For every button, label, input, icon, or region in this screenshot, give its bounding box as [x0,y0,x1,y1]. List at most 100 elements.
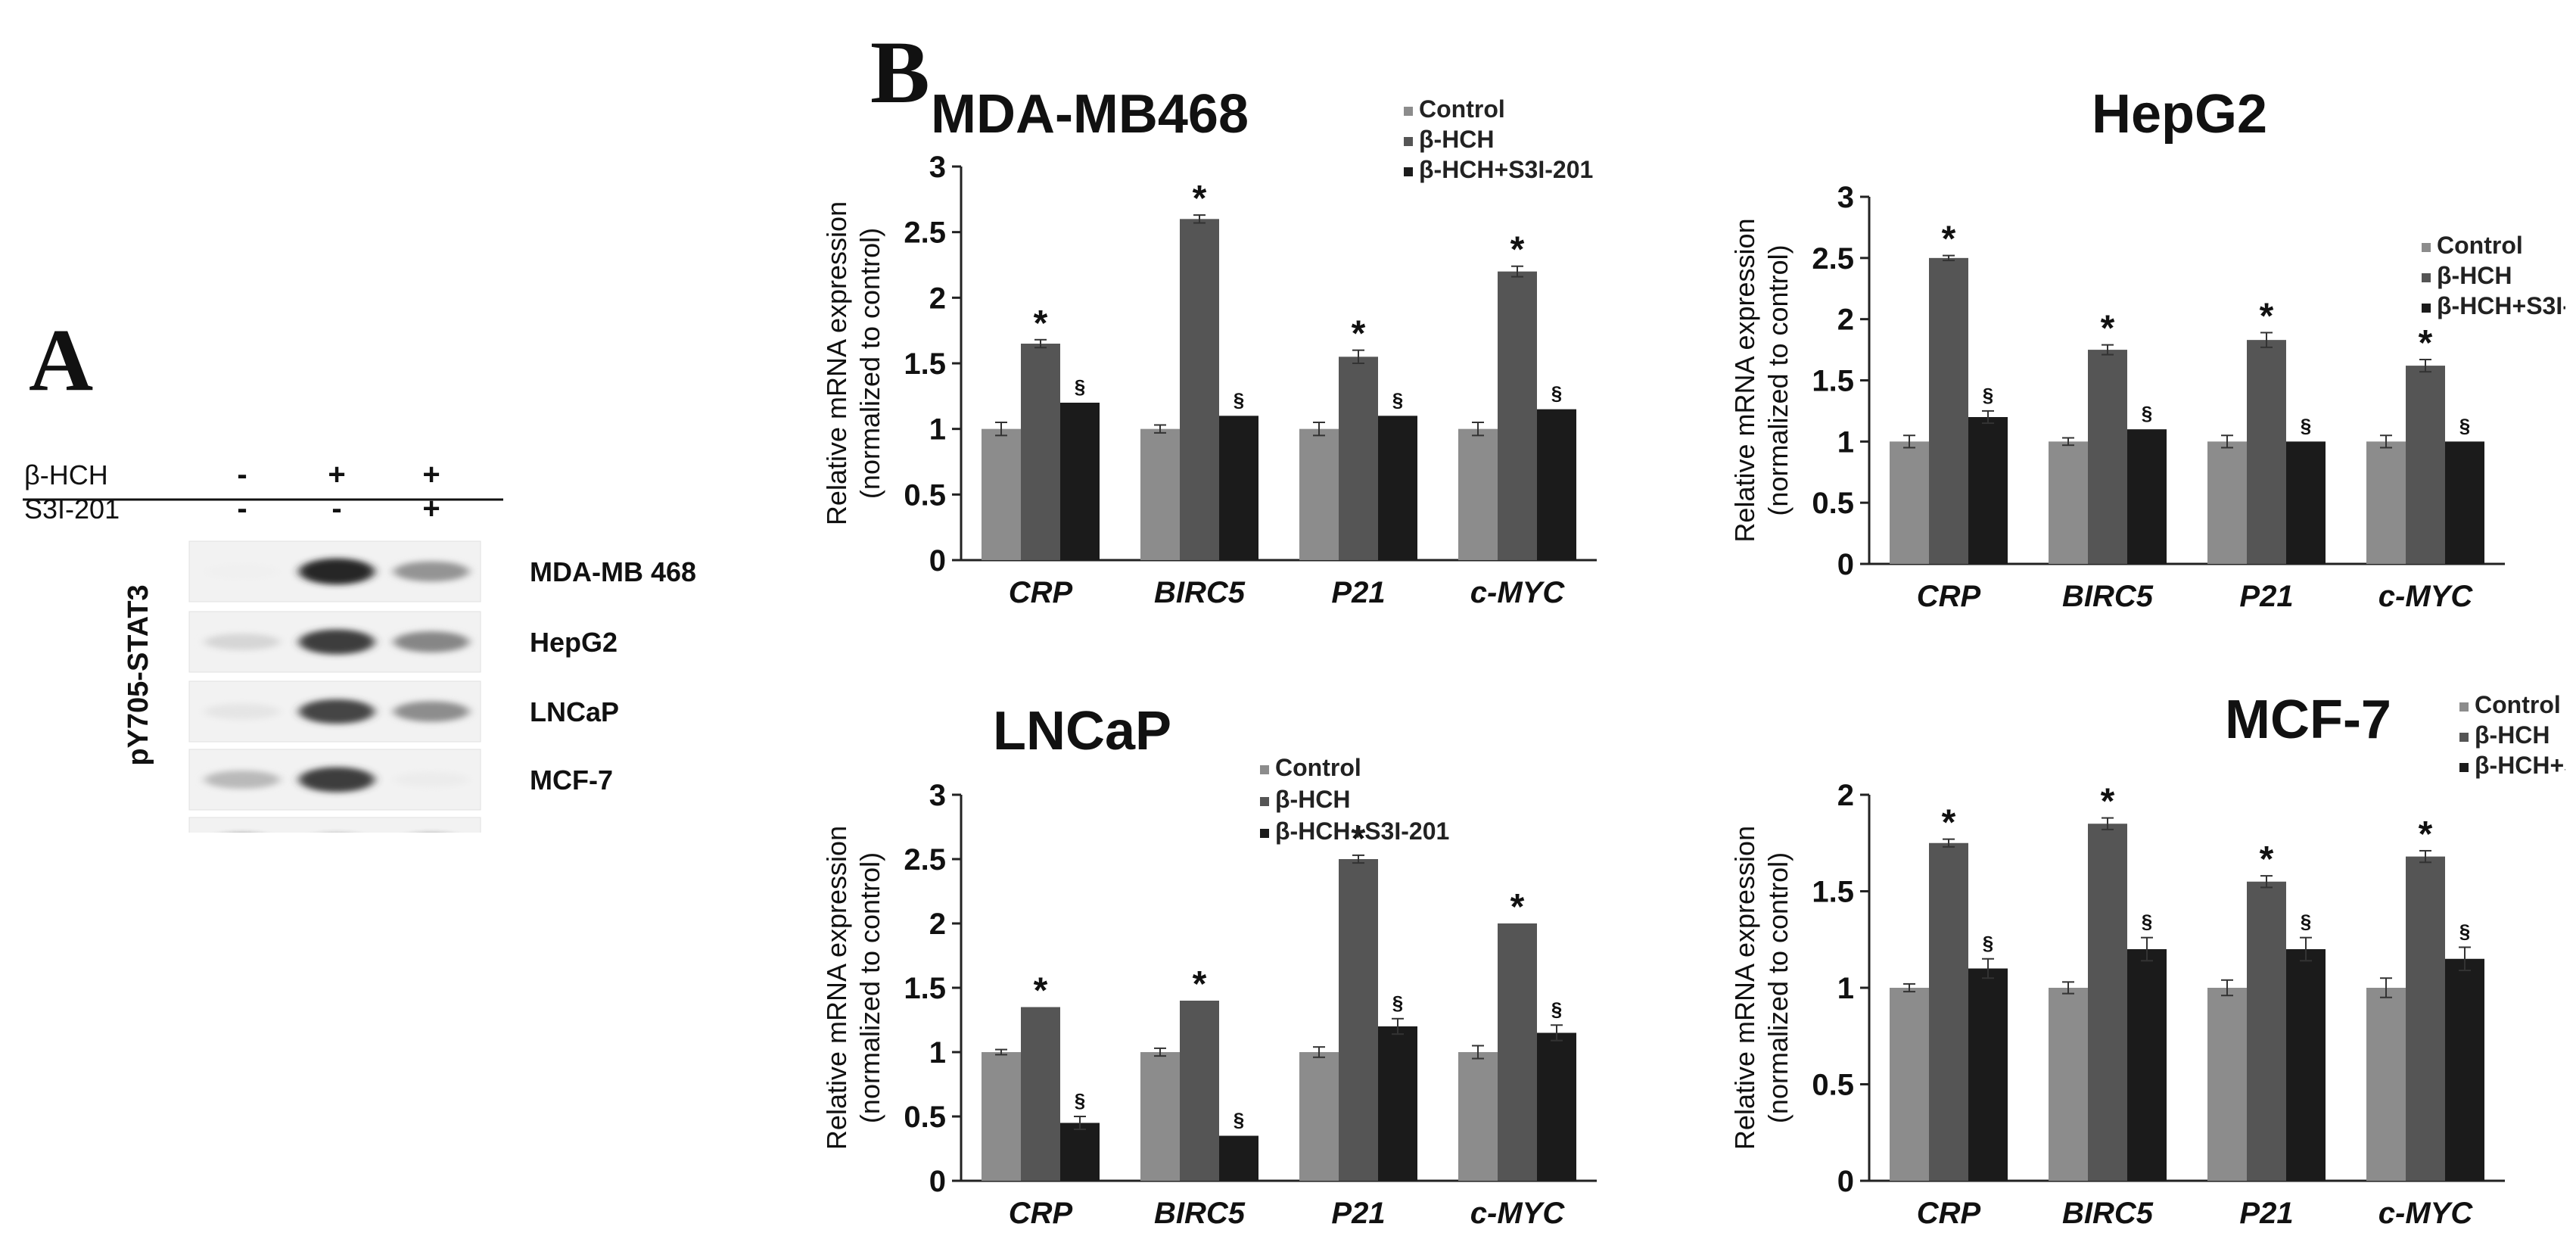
y-tick-label: 1 [929,1036,946,1070]
blot-band [204,703,280,720]
panel-b-label: B [870,23,930,122]
significance-star: * [1510,887,1525,927]
blot-group-label: pY705-STAT3 [123,584,154,765]
bar [1890,441,1929,564]
blot-row-label: MCF-7 [530,764,613,796]
x-category-label: P21 [2239,580,2293,613]
significance-star: * [1352,314,1366,354]
legend-label: β-HCH [2437,262,2512,289]
y-tick-label: 2.5 [1812,242,1854,276]
bar [982,428,1021,560]
blot-row-label: MDA-MB 468 [530,556,696,587]
treatment-mark: + [422,458,440,491]
y-tick-label: 0.5 [904,1101,946,1134]
y-tick-label: 1 [929,413,946,447]
x-category-label: c-MYC [2378,1197,2474,1230]
bar [2247,881,2286,1181]
legend-swatch [2459,763,2469,772]
legend-swatch [1260,829,1269,838]
significance-star: * [1942,803,1956,843]
significance-star: * [2260,839,2274,880]
significance-section-mark: § [1392,992,1403,1014]
chart-mcf-7: MCF-7 Relative mRNA expression (normalized… [1729,690,2565,1230]
legend-label: β-HCH+S3I-201 [2437,292,2565,319]
bar [1537,409,1576,560]
significance-star: * [1352,819,1366,859]
x-category-label: CRP [1009,1197,1073,1230]
significance-section-mark: § [1075,1089,1085,1112]
y-tick-label: 0 [1837,548,1854,581]
y-tick-label: 1 [1837,972,1854,1005]
chart-mda-mb468: MDA-MB468 Relative mRNA expression (normal… [821,84,1597,609]
x-category-label: CRP [1917,580,1981,613]
x-category-label: BIRC5 [1154,1197,1246,1230]
significance-star: * [1193,179,1207,219]
y-axis-label-secondary: (normalized to control) [854,228,885,499]
y-axis-label-secondary: (normalized to control) [854,852,885,1123]
significance-section-mark: § [2142,911,2152,933]
bar [1929,842,1968,1181]
bar [2286,949,2326,1181]
x-category-label: BIRC5 [2062,1197,2154,1230]
significance-star: * [1034,971,1048,1011]
blot-band [394,701,469,722]
bar [1180,219,1219,560]
treatment-mark: - [237,458,247,491]
bar [1458,428,1498,560]
bar [1498,271,1537,560]
bar [1060,1123,1100,1181]
bar [2406,856,2445,1181]
significance-section-mark: § [1075,375,1085,398]
treatment-mark: - [331,492,341,525]
bar [1021,1007,1060,1181]
significance-star: * [2101,309,2115,349]
significance-section-mark: § [2459,414,2470,437]
bar [1929,257,1968,564]
x-category-label: P21 [2239,1197,2293,1230]
bar [2247,340,2286,564]
panel-a-label: A [29,310,94,409]
blot-band [394,631,469,652]
significance-section-mark: § [1234,388,1244,411]
treatment-label: β-HCH [24,459,108,490]
chart-title: HepG2 [2092,84,2267,145]
bar [1458,1052,1498,1181]
y-tick-label: 2 [929,282,946,315]
bar [1339,357,1378,560]
bar [1537,1032,1576,1181]
western-blot-panel: β-HCH - + +S3I-201- - +MDA-MB 468HepG2LNCaPMC… [23,458,696,833]
bar [2406,366,2445,564]
significance-section-mark: § [2301,414,2311,437]
blot-band [299,629,375,655]
y-tick-label: 0 [929,1165,946,1198]
y-axis-label: Relative mRNA expression [821,201,852,525]
x-category-label: c-MYC [1470,576,1566,609]
x-category-label: P21 [1331,1197,1385,1230]
y-axis-label: Relative mRNA expression [821,826,852,1150]
chart-lncap: LNCaP Relative mRNA expression (normalized… [821,701,1597,1230]
bar [1140,1052,1180,1181]
significance-section-mark: § [1392,388,1403,411]
legend-swatch [2422,304,2431,313]
bar [1021,344,1060,560]
blot-band [204,634,280,650]
legend-label: β-HCH [1419,126,1495,153]
x-category-label: c-MYC [1470,1197,1566,1230]
y-tick-label: 1 [1837,425,1854,459]
bar [1299,428,1339,560]
legend-label: Control [1419,95,1505,123]
blot-band [204,771,280,789]
chart-title: MCF-7 [2225,690,2391,750]
bar [2445,441,2484,564]
significance-star: * [2419,814,2433,855]
y-axis-label-secondary: (normalized to control) [1762,244,1794,515]
x-category-label: CRP [1009,576,1073,609]
bar [2049,441,2088,564]
significance-section-mark: § [2142,402,2152,425]
blot-band [299,767,375,792]
blot-band [204,564,280,579]
blot-row-label: HepG2 [530,627,618,658]
y-axis-label: Relative mRNA expression [1729,826,1760,1150]
blot-strip [188,817,481,833]
bar [1180,1001,1219,1181]
